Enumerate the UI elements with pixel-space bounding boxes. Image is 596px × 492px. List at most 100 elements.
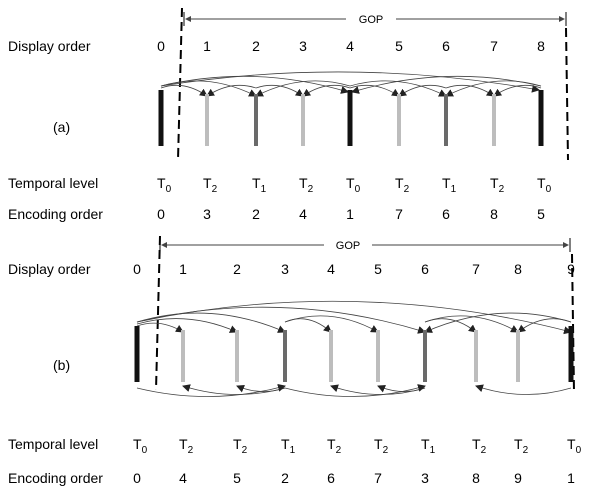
- panel-a: GOP Display order (a) Temporal level Enc…: [8, 7, 569, 222]
- encoding-order-label-a: Encoding order: [8, 206, 103, 222]
- arc-a-short-5: [398, 84, 447, 97]
- display-order-row-a: 0 1 2 3 4 5 6 7 8: [157, 38, 545, 54]
- arc-b-below-3-6: [284, 384, 426, 397]
- arc-a-short-6: [445, 84, 495, 97]
- frame-b-9: [568, 326, 574, 382]
- display-order-a-2: 2: [252, 38, 260, 54]
- frame-a-4: [347, 90, 353, 146]
- arc-b-3-4: [284, 318, 332, 333]
- arc-b-below-3-1: [182, 384, 286, 395]
- temporal-level-a-subscript-3: 2: [308, 184, 314, 195]
- arc-b-9-6: [424, 312, 572, 333]
- display-order-b-3: 3: [281, 261, 289, 277]
- temporal-level-b-letter-8: T: [514, 436, 523, 452]
- temporal-level-row-a: T0 T2 T1 T2 T0 T2 T1 T2 T0: [157, 175, 552, 195]
- display-order-row-b: 0 1 2 3 4 5 6 7 8 9: [133, 261, 575, 277]
- temporal-level-b-letter-3: T: [281, 436, 290, 452]
- arc-a-short-4: [349, 84, 400, 97]
- display-order-a-4: 4: [346, 38, 354, 54]
- arc-a-short-3: [302, 84, 351, 97]
- prediction-arcs-a: [160, 71, 542, 97]
- display-order-b-1: 1: [179, 261, 187, 277]
- gop-a-boundary-left: [177, 7, 183, 161]
- gop-b-boundary-left: [155, 235, 161, 391]
- frame-b-6: [423, 330, 427, 382]
- temporal-level-a-subscript-6: 1: [451, 184, 457, 195]
- encoding-order-a-5: 7: [395, 206, 403, 222]
- display-order-b-8: 8: [514, 261, 522, 277]
- arc-b-6-8: [424, 315, 519, 333]
- panel-b-tag: (b): [53, 357, 70, 373]
- temporal-level-b-7: T2: [472, 436, 487, 456]
- temporal-level-a-subscript-0: 0: [166, 184, 172, 195]
- encoding-order-a-6: 6: [442, 206, 450, 222]
- display-order-a-1: 1: [203, 38, 211, 54]
- temporal-level-b-9: T0: [567, 436, 582, 456]
- frame-b-7: [474, 330, 478, 382]
- temporal-level-a-6: T1: [442, 175, 457, 195]
- arc-a-8-6: [445, 80, 542, 97]
- frame-b-5: [376, 330, 380, 382]
- frame-a-0: [158, 90, 164, 146]
- frame-b-4: [329, 330, 333, 382]
- temporal-level-a-letter-5: T: [395, 175, 404, 191]
- temporal-level-a-7: T2: [490, 175, 505, 195]
- temporal-level-b-letter-5: T: [374, 436, 383, 452]
- encoding-order-b-8: 9: [514, 470, 522, 486]
- frames-a: [158, 90, 544, 146]
- arc-b-9-8: [517, 318, 572, 333]
- display-order-label-b: Display order: [8, 261, 91, 277]
- encoding-order-a-3: 4: [299, 206, 307, 222]
- temporal-level-b-1: T2: [179, 436, 194, 456]
- arc-a-4-6: [349, 80, 447, 97]
- encoding-order-a-0: 0: [157, 206, 165, 222]
- temporal-level-label-b: Temporal level: [8, 436, 98, 452]
- temporal-level-a-0: T0: [157, 175, 172, 195]
- temporal-level-a-subscript-2: 1: [261, 184, 267, 195]
- arc-b-0-6: [136, 306, 426, 334]
- temporal-level-a-2: T1: [252, 175, 267, 195]
- temporal-level-b-letter-4: T: [327, 436, 336, 452]
- temporal-level-b-3: T1: [281, 436, 296, 456]
- temporal-level-b-8: T2: [514, 436, 529, 456]
- encoding-order-b-0: 0: [133, 470, 141, 486]
- temporal-level-a-subscript-1: 2: [212, 184, 218, 195]
- temporal-level-b-5: T2: [374, 436, 389, 456]
- frame-a-8: [538, 90, 544, 146]
- temporal-level-b-subscript-3: 1: [290, 445, 296, 456]
- arc-b-0-1: [136, 322, 184, 333]
- arc-b-6-7: [424, 318, 477, 333]
- temporal-level-b-letter-0: T: [133, 436, 142, 452]
- encoding-order-b-5: 7: [374, 470, 382, 486]
- encoding-order-a-7: 8: [490, 206, 498, 222]
- temporal-level-a-letter-2: T: [252, 175, 261, 191]
- encoding-order-label-b: Encoding order: [8, 470, 103, 486]
- display-order-label-a: Display order: [8, 38, 91, 54]
- display-order-a-8: 8: [537, 38, 545, 54]
- temporal-level-b-subscript-6: 1: [430, 445, 436, 456]
- gop-b-label: GOP: [336, 240, 360, 252]
- display-order-a-0: 0: [157, 38, 165, 54]
- frame-a-1: [205, 94, 209, 146]
- temporal-level-a-letter-8: T: [537, 175, 546, 191]
- arc-a-short-0: [160, 84, 208, 97]
- arc-b-below-6-4: [330, 384, 426, 395]
- display-order-b-5: 5: [374, 261, 382, 277]
- arc-b-3-5: [284, 315, 379, 333]
- temporal-level-a-letter-6: T: [442, 175, 451, 191]
- temporal-level-b-subscript-1: 2: [188, 445, 194, 456]
- temporal-level-a-8: T0: [537, 175, 552, 195]
- arc-a-8-4: [351, 75, 542, 94]
- arc-a-short-1: [206, 84, 257, 97]
- arc-a-4-2: [255, 80, 351, 97]
- arc-b-below-6-5: [377, 385, 426, 393]
- temporal-level-b-letter-7: T: [472, 436, 481, 452]
- arc-b-0-3: [136, 312, 286, 333]
- encoding-order-a-2: 2: [252, 206, 260, 222]
- encoding-order-b-9: 1: [567, 470, 575, 486]
- frame-a-7: [492, 94, 496, 146]
- display-order-b-9: 9: [567, 261, 575, 277]
- arc-b-below-9-7: [475, 384, 572, 395]
- arc-b-below-3-2: [236, 384, 286, 393]
